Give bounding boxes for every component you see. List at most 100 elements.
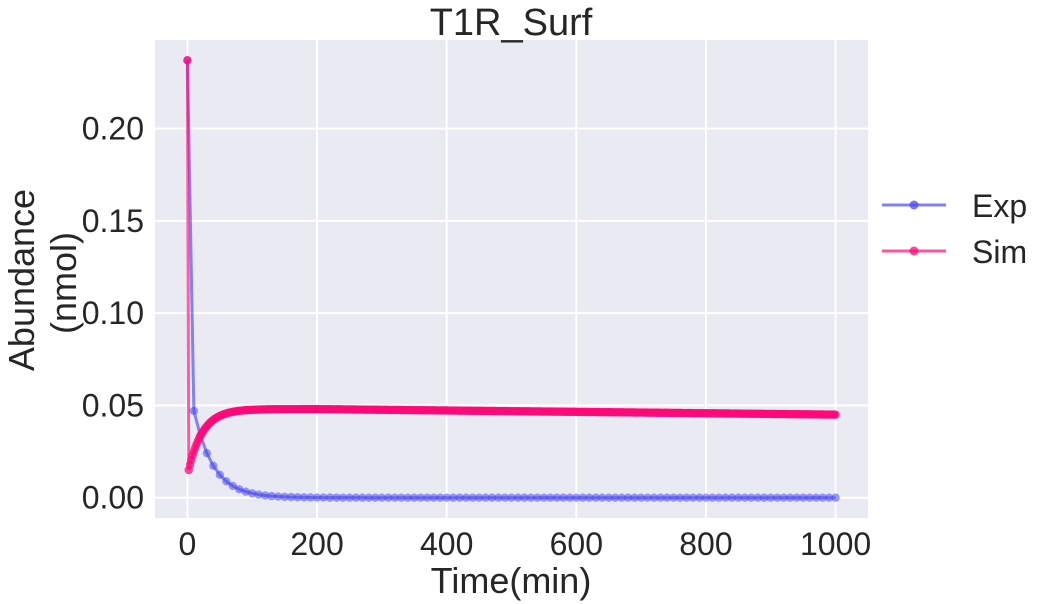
data-point [312, 493, 322, 502]
data-point [293, 493, 302, 502]
legend-item-exp: Exp [882, 188, 1027, 224]
data-point [500, 493, 510, 502]
data-point [669, 493, 678, 502]
data-point [254, 490, 263, 499]
y-axis-label-line1: Abundance [1, 189, 42, 371]
data-point [507, 493, 516, 502]
data-point [481, 493, 490, 502]
data-point [397, 493, 406, 502]
data-point [494, 493, 503, 502]
data-point [792, 493, 801, 502]
y-tick-labels: 0.00 0.05 0.10 0.15 0.20 [82, 111, 144, 516]
data-point [604, 493, 613, 502]
data-point [831, 493, 840, 502]
data-point [351, 493, 361, 502]
data-point [416, 493, 425, 502]
data-point [636, 493, 646, 502]
data-point [455, 493, 464, 502]
x-tick-label: 200 [290, 526, 343, 562]
data-point [228, 481, 237, 491]
series-sim [183, 56, 840, 475]
data-point [306, 493, 315, 502]
data-point [332, 493, 341, 502]
data-point [526, 493, 536, 502]
data-point [649, 493, 659, 502]
data-point [662, 493, 672, 502]
x-tick-label: 1000 [800, 526, 871, 562]
y-axis-label-line2: (nmol) [43, 232, 84, 334]
data-point [617, 493, 626, 502]
legend-item-sim: Sim [882, 234, 1027, 270]
x-tick-label: 800 [679, 526, 732, 562]
data-point [183, 56, 192, 65]
y-tick-label: 0.00 [82, 480, 144, 516]
data-point [539, 493, 549, 502]
y-tick-label: 0.10 [82, 295, 144, 331]
data-point [572, 493, 581, 502]
data-point [429, 493, 438, 502]
data-point [623, 493, 633, 502]
data-point [552, 493, 562, 502]
data-point [436, 493, 445, 502]
data-point [708, 493, 717, 502]
data-point [585, 493, 594, 502]
data-point [675, 493, 685, 502]
data-point [461, 493, 471, 502]
data-point [384, 493, 393, 502]
data-point [714, 493, 724, 502]
data-point [760, 493, 769, 502]
data-point [442, 493, 451, 502]
data-point [267, 491, 276, 501]
data-point [273, 492, 283, 501]
data-point [222, 477, 231, 486]
data-point [611, 493, 620, 502]
y-tick-label: 0.15 [82, 203, 144, 239]
data-point [695, 493, 704, 502]
data-point [390, 493, 400, 502]
data-point [533, 493, 542, 502]
data-point [260, 491, 270, 500]
data-point [811, 493, 821, 502]
data-point [189, 406, 199, 416]
data-point [682, 493, 691, 502]
data-point [824, 493, 834, 502]
data-point [423, 493, 432, 502]
data-point [747, 493, 756, 502]
data-point [299, 493, 309, 502]
data-point [209, 461, 218, 470]
data-point [468, 493, 477, 502]
data-point [325, 493, 335, 502]
plot-area [155, 40, 868, 518]
data-point [643, 493, 652, 502]
data-point [487, 493, 497, 502]
legend-label: Sim [972, 234, 1027, 270]
chart-title: T1R_Surf [430, 2, 593, 44]
data-point [786, 493, 795, 502]
data-point [319, 493, 328, 502]
data-point [280, 492, 289, 502]
x-tick-labels: 0 200 400 600 800 1000 [179, 526, 872, 562]
data-point [338, 493, 348, 502]
data-point [358, 493, 367, 502]
data-point [578, 493, 587, 502]
data-point [818, 493, 827, 502]
data-point [345, 493, 354, 502]
data-point [740, 493, 750, 502]
data-point [734, 493, 743, 502]
x-tick-label: 0 [179, 526, 197, 562]
x-tick-label: 400 [420, 526, 473, 562]
legend-label: Exp [972, 188, 1027, 224]
data-point [202, 448, 212, 458]
data-point [598, 493, 607, 502]
data-point [377, 493, 387, 502]
data-point [215, 470, 225, 480]
data-point [371, 493, 380, 502]
data-point [656, 493, 665, 502]
data-point [241, 487, 250, 496]
data-point [286, 492, 296, 502]
legend-marker [909, 200, 919, 210]
y-tick-label: 0.20 [82, 111, 144, 147]
data-point [546, 493, 555, 502]
data-point [779, 493, 788, 502]
